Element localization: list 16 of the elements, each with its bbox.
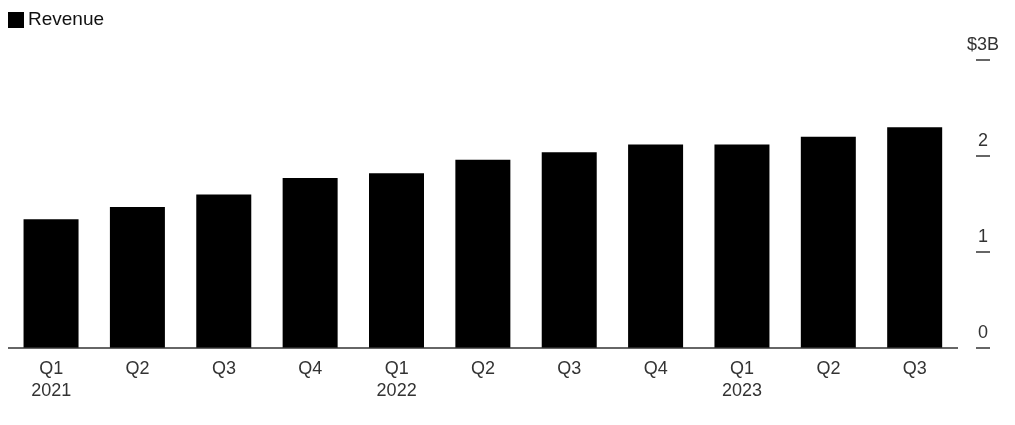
- x-tick-label: Q4: [298, 358, 323, 378]
- x-tick-label: Q2: [470, 358, 496, 378]
- x-tick-label: Q2: [125, 358, 150, 378]
- x-tick-label: Q3: [211, 358, 236, 378]
- y-tick-label: 1: [977, 226, 989, 246]
- legend-label: Revenue: [28, 8, 105, 29]
- x-tick-label: Q1 2022: [376, 358, 417, 400]
- x-tick-label: Q1 2021: [31, 358, 72, 400]
- y-tick-label: $3B: [966, 34, 1000, 54]
- y-tick-label: 2: [977, 130, 989, 150]
- x-tick-label: Q4: [643, 358, 668, 378]
- y-tick-label: 0: [977, 322, 989, 342]
- x-tick-label: Q1 2023: [722, 358, 763, 400]
- x-tick-label: Q3: [902, 358, 927, 378]
- x-tick-label: Q2: [816, 358, 841, 378]
- x-tick-label: Q3: [557, 358, 582, 378]
